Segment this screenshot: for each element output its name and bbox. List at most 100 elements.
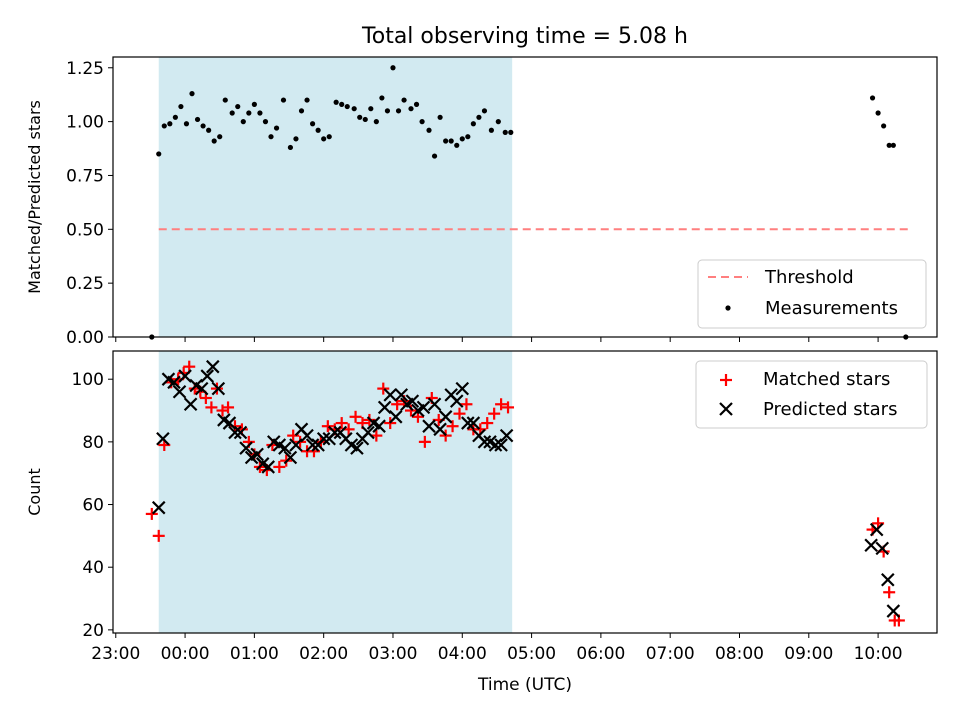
matched-star-point <box>377 382 390 395</box>
measurement-point <box>426 127 432 133</box>
predicted-star-point <box>394 388 409 402</box>
count-panel: 20 40 60 80 100 23:00 00:00 01:00 02:00 03:00 04:… <box>25 350 938 695</box>
measurement-point <box>280 97 287 103</box>
measurement-point <box>384 108 391 114</box>
matched-star-point <box>349 410 362 423</box>
measurement-point <box>229 110 235 116</box>
predicted-star-point <box>194 381 209 396</box>
figure-title: Total observing time = 5.08 h <box>361 24 688 49</box>
y-tick-label: 60 <box>82 496 104 516</box>
x-tick-label: 05:00 <box>507 644 556 664</box>
ratio-y-axis-label: Matched/Predicted stars <box>25 100 44 294</box>
observing-window <box>158 351 513 633</box>
measurement-point <box>443 138 449 144</box>
x-tick-label: 02:00 <box>299 644 348 664</box>
predicted-star-point <box>250 447 264 462</box>
x-tick-label: 01:00 <box>230 644 279 664</box>
measurement-point <box>470 121 476 127</box>
measurement-point <box>488 127 494 133</box>
predicted-star-point <box>869 522 884 537</box>
measurement-point <box>344 103 350 110</box>
predicted-star-point <box>228 425 242 440</box>
predicted-star-point <box>239 441 253 455</box>
measurement-point <box>326 134 332 140</box>
measurement-point <box>183 121 190 127</box>
measurement-point <box>304 97 310 103</box>
x-tick-label: 04:00 <box>438 644 487 664</box>
count-plot-frame <box>112 350 938 634</box>
predicted-star-point <box>416 400 431 415</box>
predicted-star-point <box>233 425 248 440</box>
measurement-point <box>413 101 420 107</box>
y-tick-label: 1.00 <box>66 113 104 133</box>
measurement-point <box>321 136 327 142</box>
x-tick-label: 07:00 <box>646 644 695 664</box>
measurement-point <box>298 108 305 114</box>
predicted-star-point <box>388 410 403 424</box>
measurement-point <box>293 136 299 142</box>
x-tick-label: 08:00 <box>715 644 764 664</box>
y-tick-label: 20 <box>82 621 104 641</box>
measurement-point <box>240 119 246 125</box>
predicted-star-point <box>183 397 198 412</box>
measurement-point <box>373 119 379 125</box>
count-x-axis-label: Time (UTC) <box>477 675 572 695</box>
matched-star-point <box>418 435 431 448</box>
predicted-star-point <box>372 419 386 433</box>
matched-star-point <box>502 401 515 414</box>
matched-star-point <box>495 398 508 411</box>
predicted-star-point <box>488 438 503 452</box>
predicted-star-point <box>466 416 481 430</box>
predicted-star-point <box>455 381 470 396</box>
matched-star-point <box>404 404 417 417</box>
measurement-point <box>178 103 184 110</box>
measurement-point <box>476 114 482 120</box>
measurement-point <box>262 119 269 125</box>
y-tick-label: 100 <box>72 370 104 390</box>
matched-star-point <box>481 417 494 430</box>
predicted-star-point <box>864 538 878 553</box>
predicted-star-point <box>433 422 447 437</box>
legend-matched-swatch <box>720 374 732 386</box>
predicted-star-point <box>316 431 331 446</box>
legend-predicted-swatch <box>719 402 733 416</box>
measurement-point <box>395 108 402 114</box>
matched-star-point <box>460 398 473 411</box>
measurement-point <box>161 123 167 129</box>
measurement-point <box>881 123 887 129</box>
measurement-point <box>368 106 374 112</box>
predicted-star-point <box>327 425 342 440</box>
measurement-point <box>172 114 178 120</box>
y-tick-label: 1.25 <box>66 59 104 79</box>
legend-measurements-swatch <box>725 305 731 311</box>
x-tick-label: 09:00 <box>784 644 833 664</box>
measurement-point <box>502 129 508 135</box>
observing-window <box>158 57 513 337</box>
measurement-point <box>309 121 316 127</box>
ratio-legend: Threshold Measurements <box>697 259 927 329</box>
matched-star-point <box>883 586 896 599</box>
predicted-star-point <box>305 438 320 452</box>
measurement-point <box>419 119 425 125</box>
measurement-point <box>246 110 252 116</box>
count-legend: Matched stars Predicted stars <box>695 360 928 429</box>
measurement-point <box>211 138 217 144</box>
predicted-star-point <box>438 410 453 424</box>
predicted-star-point <box>377 400 392 415</box>
measurement-point <box>357 114 363 120</box>
legend-matched-label: Matched stars <box>763 369 890 390</box>
matched-star-point <box>152 529 165 542</box>
predicted-star-point <box>206 359 220 374</box>
measurement-point <box>268 134 274 140</box>
x-tick-label: 00:00 <box>161 644 210 664</box>
matched-star-point <box>222 401 235 414</box>
predicted-star-point <box>200 369 215 383</box>
predicted-star-point <box>461 416 475 430</box>
measurement-point <box>508 129 514 135</box>
measurement-point <box>875 110 881 116</box>
predicted-star-point <box>361 425 375 440</box>
matched-star-point <box>321 420 334 433</box>
predicted-star-point <box>427 397 442 412</box>
measurement-point <box>217 134 223 140</box>
